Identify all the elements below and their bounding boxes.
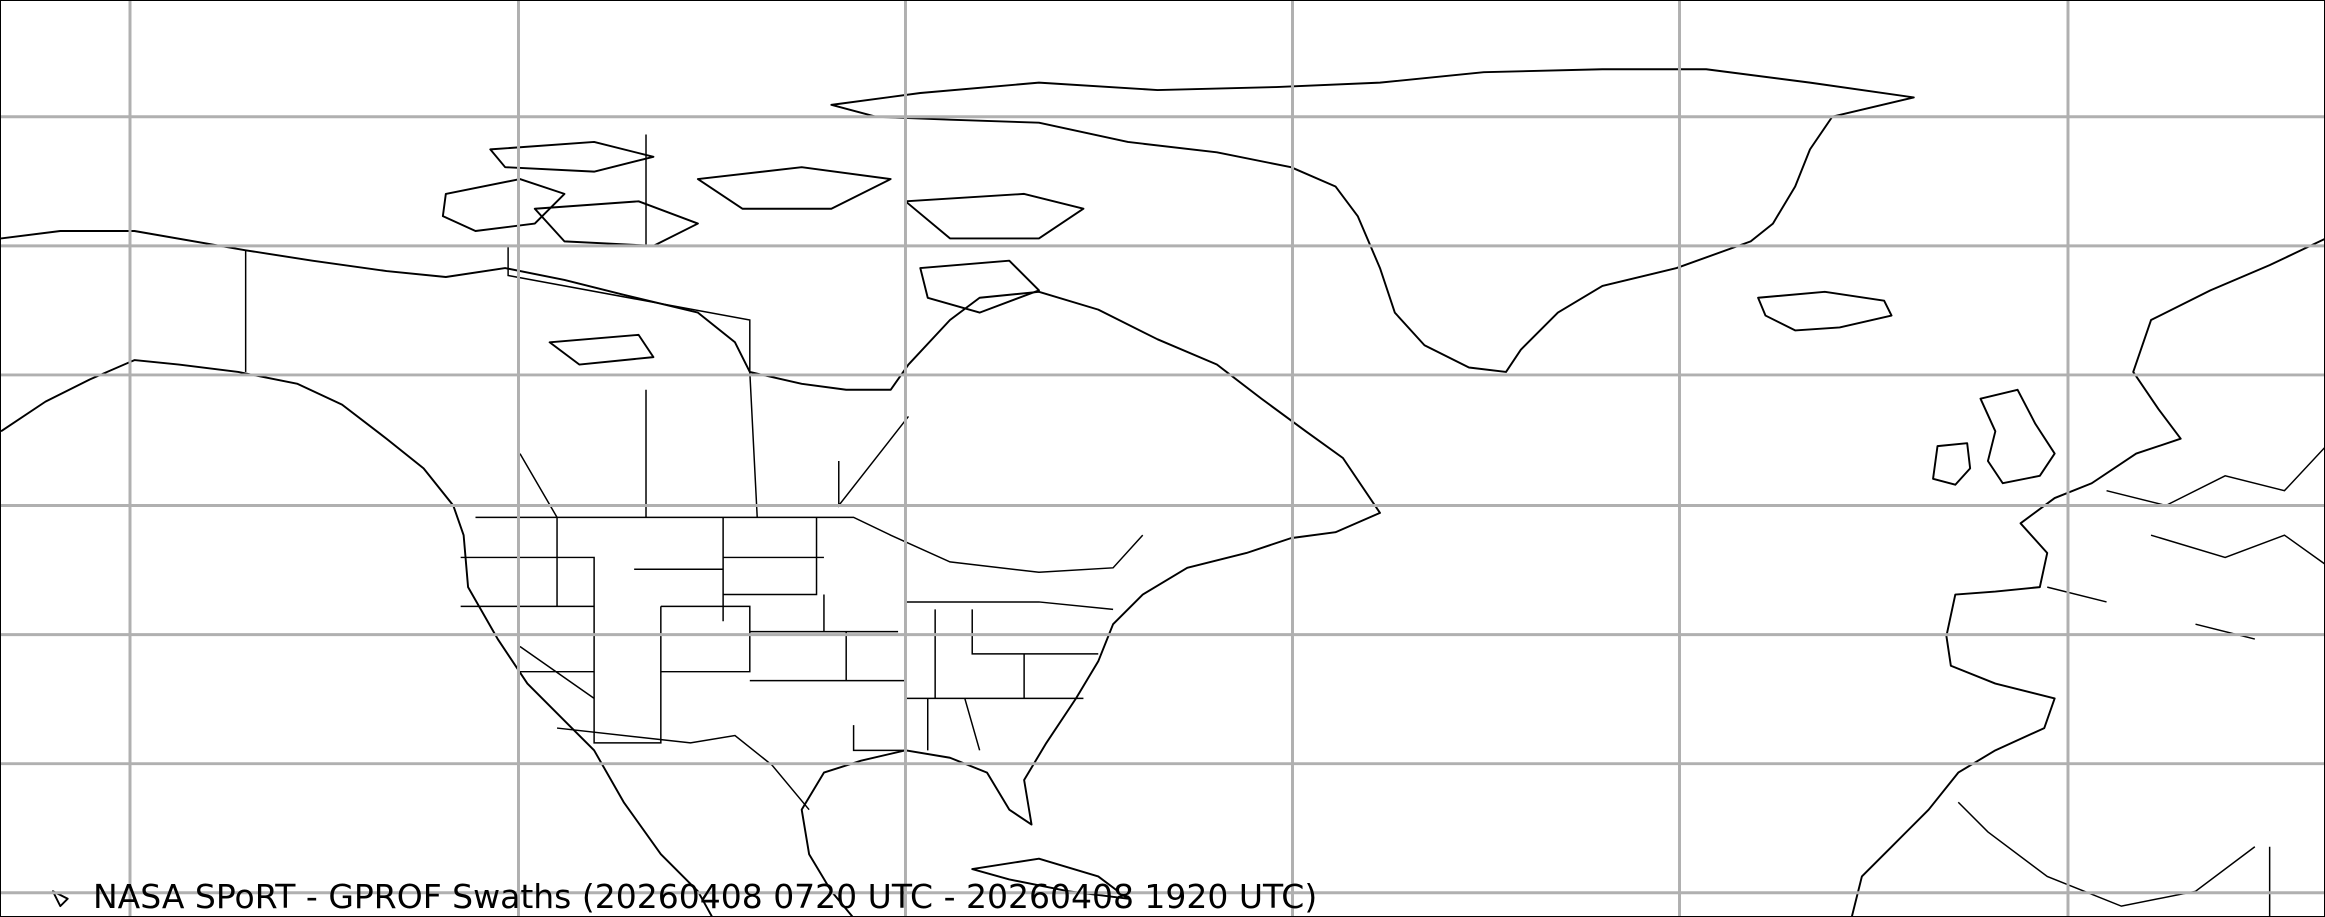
map-title: NASA SPoRT - GPROF Swaths (20260408 0720…: [93, 877, 1318, 916]
europe-country-borders: [1957, 447, 2324, 916]
arctic-island: [548, 333, 655, 366]
arctic-island: [904, 192, 1085, 240]
arctic-island: [533, 200, 699, 247]
canada-province-borders: [507, 134, 910, 518]
north-america-coastline: [1, 230, 1381, 916]
ireland-coastline: [1932, 442, 1972, 486]
mexico-border: [556, 727, 810, 811]
us-canada-border: [475, 516, 1144, 574]
hawaii-coastline: [51, 890, 69, 908]
arctic-island: [441, 178, 566, 232]
cuba-coastline: [971, 857, 1129, 900]
arctic-island: [696, 166, 892, 210]
iceland-coastline: [1757, 290, 1893, 332]
arctic-island: [919, 259, 1040, 314]
arctic-island: [489, 140, 655, 173]
greenland-coastline: [830, 68, 1915, 373]
europe-africa-coastline: [1851, 238, 2324, 916]
britain-coastline: [1979, 388, 2056, 485]
